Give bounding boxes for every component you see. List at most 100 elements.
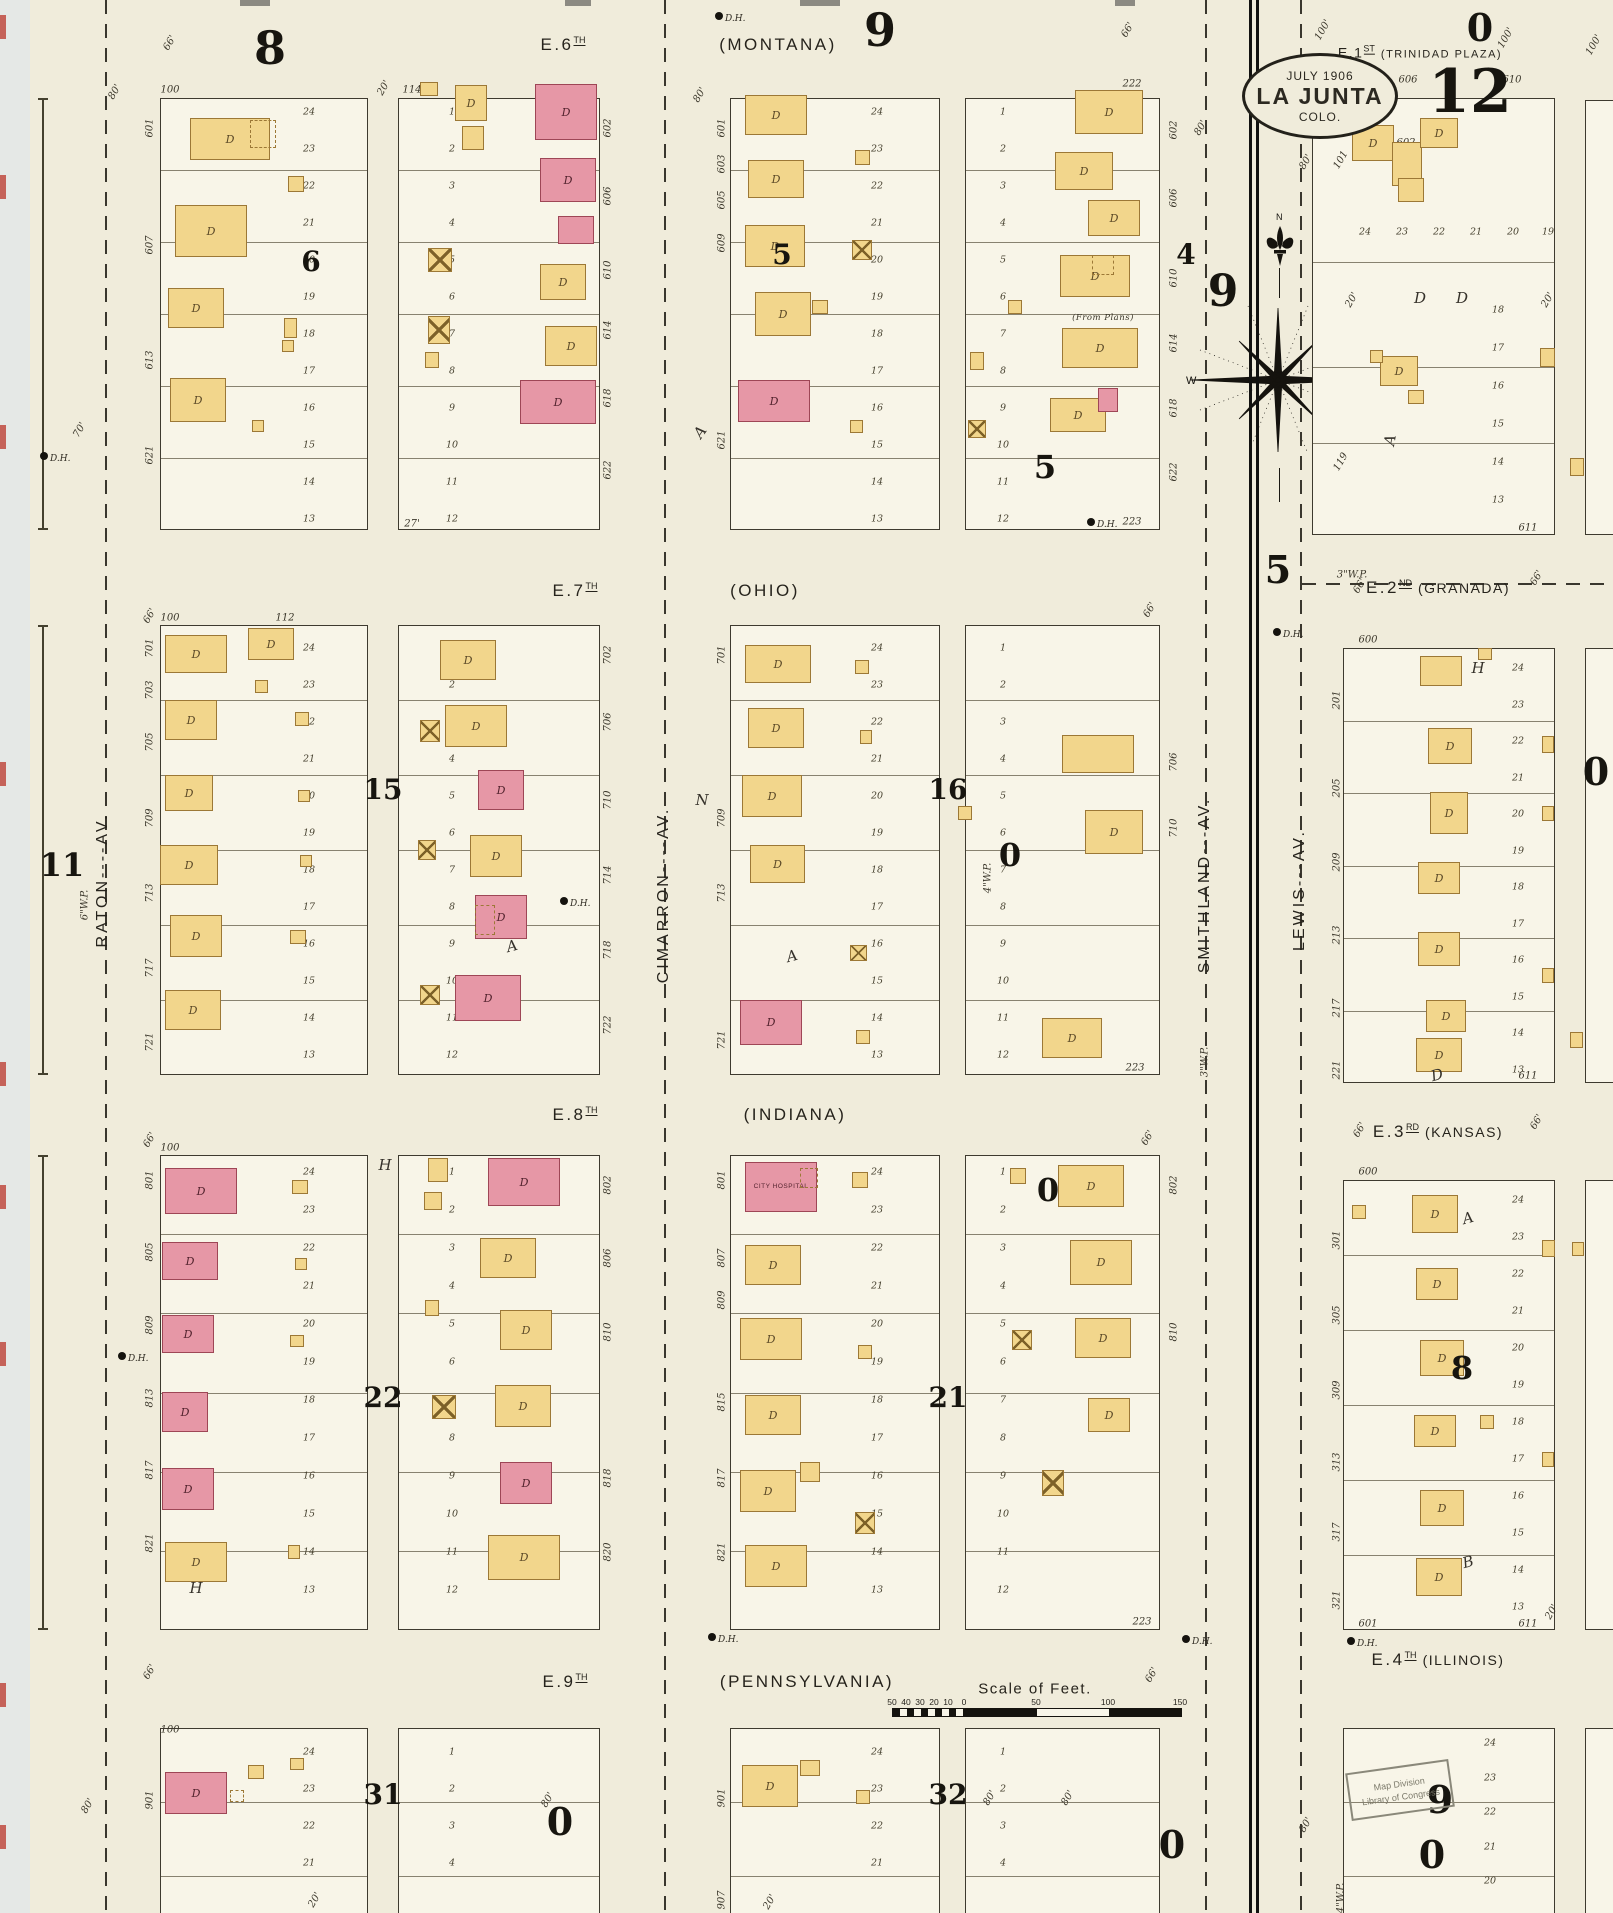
house-number: 305 — [1331, 1305, 1343, 1325]
lot-number: 24 — [870, 1166, 884, 1178]
lot-number: 14 — [1491, 456, 1505, 468]
lot-line — [1344, 1405, 1554, 1406]
house-number: 713 — [716, 883, 728, 903]
dh-dot-icon — [715, 12, 723, 20]
building: D — [1428, 728, 1472, 764]
building: D — [748, 708, 804, 748]
crossed-shed — [852, 240, 872, 260]
lot-number: 2 — [999, 1204, 1007, 1216]
lot-number: 20 — [870, 1318, 884, 1330]
lot-line — [161, 775, 367, 776]
house-number: 709 — [716, 808, 728, 828]
paper-mark — [0, 15, 6, 39]
house-number: 614 — [1168, 333, 1180, 353]
house-number: 100 — [160, 1142, 180, 1154]
lot-number: 14 — [302, 1012, 316, 1024]
house-number: 703 — [144, 680, 156, 700]
house-number: 710 — [1168, 818, 1180, 838]
lot-number: 20 — [1506, 226, 1520, 238]
lot-number: 4 — [999, 217, 1007, 229]
lot-line — [966, 925, 1159, 926]
dh-label: D.H. — [1097, 520, 1118, 530]
lot-number: 18 — [302, 328, 316, 340]
lot-number: 12 — [445, 1049, 459, 1061]
lot-number: 19 — [302, 291, 316, 303]
house-number: 114 — [402, 84, 422, 96]
house-number: 810 — [602, 1322, 614, 1342]
outbuilding — [1478, 648, 1492, 660]
lot-number: 8 — [448, 1432, 456, 1444]
block — [398, 1728, 600, 1913]
lot-number: 23 — [870, 679, 884, 691]
lot-number: 17 — [870, 365, 884, 377]
lot-number: 1 — [448, 1166, 456, 1178]
dh-dot-icon — [708, 1633, 716, 1641]
dh-dot-icon — [560, 897, 568, 905]
building: D — [165, 990, 221, 1030]
street-label-alias: (TRINIDAD PLAZA) — [1380, 48, 1503, 61]
building: D — [1420, 1340, 1464, 1376]
lot-number: 20 — [302, 1318, 316, 1330]
street-label-ordinal: TH — [573, 35, 586, 47]
lot-number: 19 — [1511, 845, 1525, 856]
outbuilding — [425, 1300, 439, 1316]
house-number: 222 — [1122, 78, 1142, 90]
house-number: 714 — [602, 865, 614, 885]
crossed-shed — [428, 316, 450, 344]
street-label-ordinal: TH — [585, 1105, 598, 1117]
building: D — [745, 1395, 801, 1435]
lot-number: 21 — [870, 217, 884, 229]
outbuilding — [290, 1758, 304, 1770]
outbuilding — [800, 1760, 820, 1776]
building: D — [755, 292, 811, 336]
adjacent-sheet-number: 12 — [1428, 57, 1512, 127]
house-number: 601 — [716, 118, 728, 138]
lot-number: 19 — [870, 291, 884, 303]
lot-number: 13 — [870, 513, 884, 525]
lot-line — [161, 850, 367, 851]
house-number: 901 — [716, 1788, 728, 1808]
lot-line — [731, 1234, 939, 1236]
house-number: 606 — [1168, 188, 1180, 208]
lot-number: 20 — [1483, 1875, 1497, 1887]
lot-number: 18 — [870, 328, 884, 340]
lot-number: 24 — [302, 1746, 316, 1758]
lot-line — [399, 170, 599, 171]
lot-number: 13 — [302, 1049, 316, 1061]
building: D — [168, 288, 224, 328]
margin-bracket — [38, 625, 47, 1075]
lot-number: 12 — [996, 1584, 1010, 1596]
adjacent-sheet-number: 32 — [928, 1778, 968, 1811]
lot-number: 24 — [870, 106, 884, 118]
house-number: 809 — [716, 1290, 728, 1310]
lot-number: 5 — [448, 790, 456, 802]
scale-tick: 10 — [943, 1697, 953, 1707]
outbuilding — [1570, 458, 1584, 476]
building: D — [1088, 200, 1140, 236]
outbuilding — [1408, 390, 1424, 404]
lot-number: 7 — [999, 864, 1007, 876]
street-label: E.6TH — [540, 35, 586, 55]
lot-line — [966, 850, 1159, 851]
lot-number: 2 — [999, 679, 1007, 691]
lot-number: 24 — [1358, 226, 1372, 238]
lot-number: 12 — [445, 513, 459, 525]
adjacent-sheet-number: 11 — [39, 846, 85, 884]
house-number: 223 — [1132, 1616, 1152, 1628]
house-number: 901 — [144, 1790, 156, 1810]
lot-number: 1 — [448, 106, 456, 118]
lot-number: 23 — [1483, 1772, 1497, 1783]
title-date: July 1906 — [1286, 68, 1354, 83]
house-number: 701 — [144, 638, 156, 658]
lot-number: 2 — [448, 1783, 456, 1795]
lot-number: 4 — [448, 217, 456, 229]
adjacent-sheet-number: 0 — [1466, 5, 1494, 50]
house-number: 602 — [1168, 120, 1180, 140]
lot-number: 16 — [870, 1470, 884, 1482]
lot-number: 8 — [999, 901, 1007, 913]
lot-number: 9 — [448, 938, 456, 950]
lot-line — [731, 775, 939, 776]
lot-number: 18 — [1511, 1416, 1525, 1428]
lot-line — [161, 925, 367, 926]
